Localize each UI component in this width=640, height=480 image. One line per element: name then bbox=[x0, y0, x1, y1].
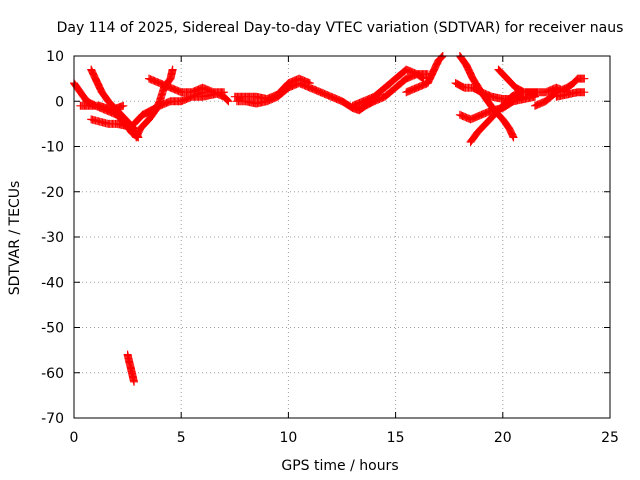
y-tick-label: -30 bbox=[41, 230, 64, 246]
x-tick-label: 25 bbox=[601, 430, 619, 446]
chart-title: Day 114 of 2025, Sidereal Day-to-day VTE… bbox=[57, 20, 624, 36]
y-axis-label: SDTVAR / TECUs bbox=[7, 181, 23, 296]
y-tick-label: -70 bbox=[41, 411, 64, 427]
x-tick-label: 5 bbox=[177, 430, 186, 446]
x-tick-label: 10 bbox=[279, 430, 297, 446]
y-tick-label: -50 bbox=[41, 321, 64, 337]
x-tick-label: 15 bbox=[387, 430, 405, 446]
y-tick-label: -10 bbox=[41, 140, 64, 156]
y-tick-label: 0 bbox=[55, 94, 64, 110]
x-tick-label: 0 bbox=[70, 430, 79, 446]
y-tick-label: -60 bbox=[41, 366, 64, 382]
y-tick-label: -20 bbox=[41, 185, 64, 201]
y-tick-label: 10 bbox=[46, 49, 64, 65]
y-tick-label: -40 bbox=[41, 275, 64, 291]
tick-layer: 0 5 10 15 20 25 10 0 -10 -20 -30 -40 -50 -60 -70 bbox=[41, 49, 619, 446]
x-tick-label: 20 bbox=[494, 430, 512, 446]
x-axis-label: GPS time / hours bbox=[281, 458, 398, 474]
